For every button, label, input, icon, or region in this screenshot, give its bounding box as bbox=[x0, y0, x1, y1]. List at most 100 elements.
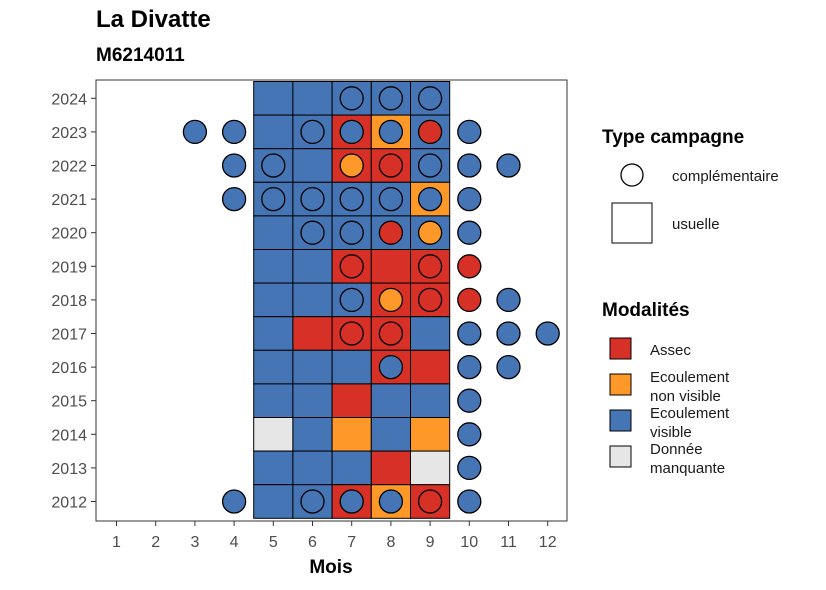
legend-mod-label-3-0: Donnée bbox=[650, 441, 703, 458]
legend-swatch-2 bbox=[609, 409, 632, 432]
x-tick-label-8: 8 bbox=[386, 534, 395, 551]
tile-2016-9 bbox=[410, 349, 451, 385]
point-2018-11 bbox=[496, 287, 521, 313]
point-2022-8 bbox=[378, 153, 404, 178]
point-2019-9 bbox=[417, 254, 443, 279]
point-2024-8 bbox=[378, 86, 404, 111]
point-2018-9 bbox=[417, 287, 443, 313]
point-2020-9 bbox=[417, 220, 443, 245]
point-2021-4 bbox=[221, 186, 247, 212]
legend-mod-label-1-1: non visible bbox=[650, 388, 721, 405]
point-2018-8 bbox=[378, 287, 404, 313]
legend-mod-label-2-0: Ecoulement bbox=[650, 405, 730, 422]
point-2017-8 bbox=[378, 321, 404, 346]
x-tick-label-12: 12 bbox=[539, 534, 557, 551]
tile-2013-5 bbox=[253, 450, 294, 486]
point-2013-10 bbox=[457, 455, 482, 481]
tile-2012-5 bbox=[253, 484, 294, 519]
point-2023-6 bbox=[300, 119, 325, 145]
x-tick-label-6: 6 bbox=[308, 534, 317, 551]
tile-2022-6 bbox=[292, 148, 333, 183]
chart-subtitle: M6214011 bbox=[96, 45, 185, 66]
x-tick-label-1: 1 bbox=[112, 534, 121, 551]
point-2014-10 bbox=[457, 422, 482, 447]
tile-2023-5 bbox=[253, 114, 294, 150]
legend-swatch-3 bbox=[609, 445, 632, 468]
points-layer bbox=[182, 86, 560, 514]
point-2023-10 bbox=[457, 119, 482, 145]
tile-2017-5 bbox=[253, 316, 294, 351]
tile-2014-7 bbox=[331, 417, 372, 452]
point-2015-10 bbox=[457, 388, 482, 413]
tile-2013-8 bbox=[370, 450, 411, 486]
legend-mod-label-2-1: visible bbox=[650, 424, 692, 441]
point-2017-11 bbox=[496, 321, 521, 346]
tile-2019-6 bbox=[292, 249, 333, 284]
point-2024-7 bbox=[339, 86, 364, 111]
point-2023-8 bbox=[378, 119, 404, 145]
legend-mod-label-0: Assec bbox=[650, 342, 691, 359]
y-tick-label-2019: 2019 bbox=[51, 259, 87, 276]
tile-2015-9 bbox=[410, 383, 451, 418]
point-2020-10 bbox=[457, 220, 482, 245]
x-tick-label-2: 2 bbox=[151, 534, 160, 551]
point-2012-10 bbox=[457, 489, 482, 514]
tile-2019-8 bbox=[370, 249, 411, 284]
point-2023-9 bbox=[417, 119, 443, 145]
point-2017-7 bbox=[339, 321, 364, 346]
y-tick-label-2017: 2017 bbox=[51, 327, 87, 344]
x-tick-label-3: 3 bbox=[190, 534, 199, 551]
tile-2016-7 bbox=[331, 349, 372, 385]
legend-circle-symbol bbox=[620, 163, 644, 187]
tile-2014-5 bbox=[253, 417, 294, 452]
point-2012-4 bbox=[221, 489, 247, 514]
tile-2014-8 bbox=[370, 417, 411, 452]
y-tick-label-2013: 2013 bbox=[51, 461, 87, 478]
point-2018-7 bbox=[339, 287, 364, 313]
tile-2016-6 bbox=[292, 349, 333, 385]
legend-swatch-0 bbox=[609, 337, 632, 360]
point-2021-5 bbox=[261, 186, 286, 212]
point-2022-7 bbox=[339, 153, 364, 178]
point-2020-6 bbox=[300, 220, 325, 245]
x-tick-label-10: 10 bbox=[460, 534, 478, 551]
chart-title: La Divatte bbox=[96, 6, 211, 33]
point-2022-11 bbox=[496, 153, 521, 178]
tile-2013-9 bbox=[410, 450, 451, 486]
point-2012-8 bbox=[378, 489, 404, 514]
y-tick-label-2016: 2016 bbox=[51, 360, 87, 377]
x-axis-title: Mois bbox=[309, 557, 352, 578]
tile-2013-7 bbox=[331, 450, 372, 486]
point-2021-9 bbox=[417, 186, 443, 212]
y-tick-label-2015: 2015 bbox=[51, 394, 87, 411]
point-2016-11 bbox=[496, 354, 521, 380]
point-2017-10 bbox=[457, 321, 482, 346]
point-2012-6 bbox=[300, 489, 325, 514]
point-2020-7 bbox=[339, 220, 364, 245]
legend-swatch-1 bbox=[609, 373, 632, 396]
y-tick-label-2020: 2020 bbox=[51, 226, 87, 243]
y-tick-label-2024: 2024 bbox=[51, 91, 87, 108]
tiles-layer bbox=[253, 81, 451, 519]
point-2017-12 bbox=[535, 321, 560, 346]
y-tick-label-2014: 2014 bbox=[51, 427, 87, 444]
point-2021-7 bbox=[339, 186, 364, 212]
point-2016-8 bbox=[378, 354, 404, 380]
legend: Type campagne complémentaire usuelle Modali… bbox=[602, 127, 779, 477]
point-2023-3 bbox=[182, 119, 208, 145]
legend-type-complementaire: complémentaire bbox=[672, 168, 779, 185]
point-2021-10 bbox=[457, 186, 482, 212]
x-tick-label-5: 5 bbox=[269, 534, 278, 551]
x-tick-label-9: 9 bbox=[426, 534, 435, 551]
legend-type-usuelle: usuelle bbox=[672, 216, 720, 233]
tile-2015-8 bbox=[370, 383, 411, 418]
tile-2014-6 bbox=[292, 417, 333, 452]
tile-2015-6 bbox=[292, 383, 333, 418]
point-2021-8 bbox=[378, 186, 404, 212]
tile-2014-9 bbox=[410, 417, 451, 452]
tile-2019-5 bbox=[253, 249, 294, 284]
legend-mod-label-1-0: Ecoulement bbox=[650, 369, 730, 386]
point-2022-5 bbox=[261, 153, 286, 178]
legend-mod-title: Modalités bbox=[602, 300, 690, 321]
x-tick-label-7: 7 bbox=[347, 534, 356, 551]
